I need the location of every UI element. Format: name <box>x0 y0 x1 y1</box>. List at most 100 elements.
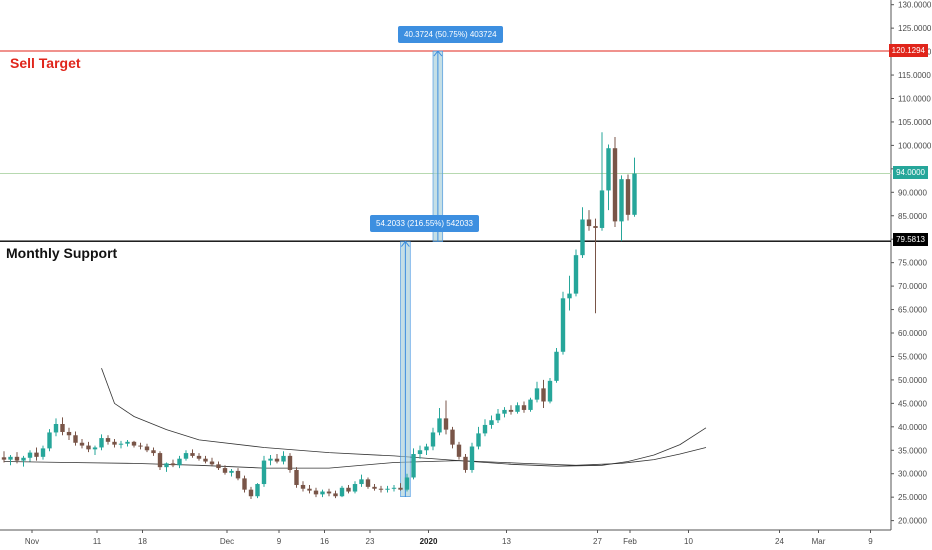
price-tick-label: 90.0000 <box>898 188 927 197</box>
candle-body <box>346 487 351 492</box>
candle-body <box>300 484 306 489</box>
price-tick-label: 65.0000 <box>898 306 927 315</box>
candle-body <box>333 493 338 497</box>
candle-body <box>235 470 241 479</box>
time-tick-label: 9 <box>868 537 873 546</box>
candle-body <box>534 388 540 400</box>
time-tick-label: 10 <box>684 537 693 546</box>
moving-average-short <box>3 447 707 469</box>
moving-averages <box>3 368 707 469</box>
price-tick-label: 115.0000 <box>898 71 931 80</box>
candles <box>1 132 637 500</box>
sell-target-label: Sell Target <box>10 55 81 71</box>
price-tick-label: 40.0000 <box>898 423 927 432</box>
time-tick-label: 16 <box>320 537 329 546</box>
price-tick-label: 55.0000 <box>898 352 927 361</box>
candle-body <box>307 488 312 491</box>
candle-body <box>521 405 527 410</box>
measure-lower-callout: 54.2033 (216.55%) 542033 <box>370 215 479 232</box>
candle-body <box>424 446 429 451</box>
candle-body <box>183 453 189 459</box>
candle-body <box>339 487 345 497</box>
candle-body <box>281 455 286 462</box>
price-tick-label: 70.0000 <box>898 282 927 291</box>
time-tick-label: 13 <box>502 537 511 546</box>
candle-body <box>47 432 52 449</box>
candle-body <box>53 424 59 433</box>
candle-body <box>125 441 130 444</box>
candle-body <box>528 399 533 410</box>
candle-body <box>131 441 137 446</box>
price-tick-label: 100.0000 <box>898 141 932 150</box>
moving-average-long <box>101 368 707 467</box>
candle-body <box>196 455 202 459</box>
candle-body <box>21 457 26 461</box>
candle-body <box>118 443 124 445</box>
candle-body <box>255 484 260 497</box>
candle-body <box>222 468 228 473</box>
support-price-tag: 79.5813 <box>893 233 928 246</box>
time-axis-labels: Nov 11 18 Dec 9 16 23 2020 13 27 Feb 10 24 Mar 9 <box>25 530 873 546</box>
price-tick-label: 125.0000 <box>898 24 932 33</box>
time-tick-label: Nov <box>25 537 39 546</box>
candle-body <box>502 409 507 414</box>
candle-body <box>593 226 598 228</box>
price-tick-label: 50.0000 <box>898 376 927 385</box>
candle-body <box>586 219 592 227</box>
candle-body <box>203 458 208 462</box>
price-tick-label: 105.0000 <box>898 118 932 127</box>
candle-body <box>112 441 117 445</box>
candle-body <box>482 424 488 434</box>
candle-body <box>99 438 104 448</box>
time-tick-label: Mar <box>812 537 826 546</box>
price-tick-label: 25.0000 <box>898 493 927 502</box>
candle-body <box>463 456 468 470</box>
candle-body <box>287 455 293 470</box>
candle-body <box>508 409 514 412</box>
candle-body <box>66 431 72 436</box>
candle-body <box>398 487 403 490</box>
candle-body <box>138 445 143 447</box>
candle-body <box>411 454 416 478</box>
candle-body <box>606 148 611 191</box>
candle-body <box>79 442 85 446</box>
candle-body <box>320 491 325 495</box>
candle-body <box>190 453 195 456</box>
candle-body <box>27 452 33 458</box>
candle-body <box>489 420 494 425</box>
candle-body <box>450 429 455 445</box>
time-tick-label: 18 <box>138 537 147 546</box>
candle-body <box>1 457 7 460</box>
candle-body <box>326 491 332 494</box>
candle-body <box>294 469 299 485</box>
price-tick-label: 60.0000 <box>898 329 927 338</box>
candle-body <box>40 448 46 457</box>
measure-arrow-1 <box>433 50 443 242</box>
candle-body <box>580 219 585 256</box>
candle-body <box>612 148 618 222</box>
candle-body <box>164 463 169 468</box>
candle-body <box>157 453 163 468</box>
candle-body <box>73 435 78 443</box>
candle-body <box>515 405 520 412</box>
price-tick-label: 35.0000 <box>898 446 927 455</box>
horizontal-levels <box>0 50 891 242</box>
candle-body <box>352 484 358 492</box>
candle-body <box>437 418 442 433</box>
candle-body <box>443 418 449 430</box>
candle-body <box>625 179 631 215</box>
candle-body <box>372 486 377 489</box>
candle-body <box>430 432 436 447</box>
candle-body <box>391 487 397 489</box>
price-tick-label: 85.0000 <box>898 212 927 221</box>
candle-body <box>541 388 546 402</box>
price-tick-label: 130.0000 <box>898 1 932 10</box>
candle-body <box>365 479 371 487</box>
price-tick-label: 110.0000 <box>898 94 931 103</box>
candle-body <box>554 351 559 381</box>
candle-body <box>105 438 111 442</box>
candle-body <box>261 460 267 485</box>
candle-body <box>8 456 13 460</box>
candle-body <box>495 413 501 421</box>
